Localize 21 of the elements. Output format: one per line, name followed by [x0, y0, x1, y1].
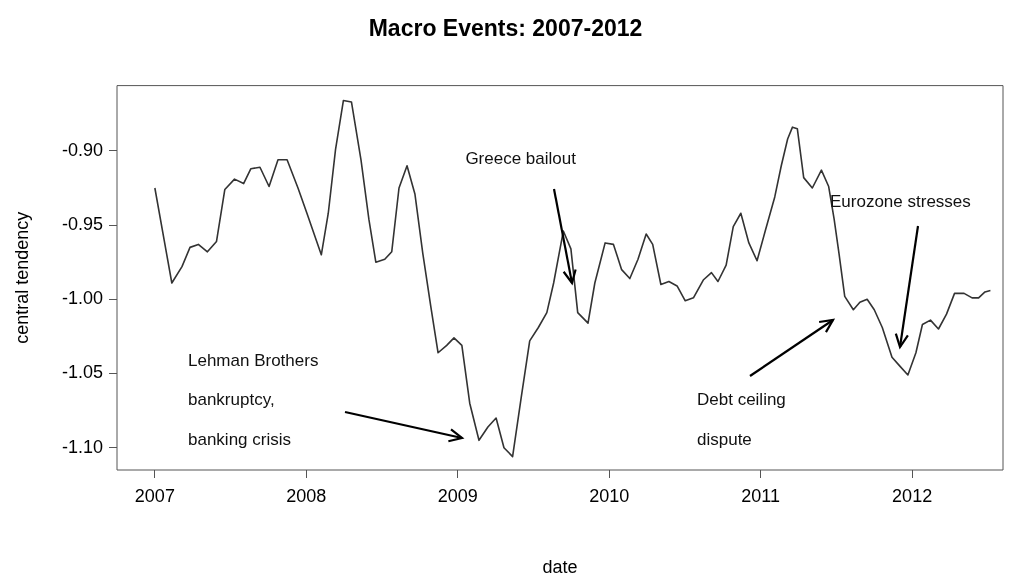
x-tick-label: 2009	[437, 485, 478, 506]
chart-title: Macro Events: 2007-2012	[368, 15, 643, 42]
x-tick-label: 2007	[134, 485, 175, 506]
annotation: Lehman Brothers	[188, 350, 319, 370]
y-tick-label: -1.10	[61, 436, 103, 457]
y-tick-label: -1.00	[61, 288, 103, 309]
x-tick-label: 2010	[589, 485, 630, 506]
y-tick-label: -0.90	[61, 139, 103, 160]
annotation: bankruptcy,	[188, 389, 275, 409]
x-tick-label: 2008	[286, 485, 327, 506]
x-tick-label: 2011	[741, 485, 781, 506]
annotation: Greece bailout	[465, 148, 577, 168]
annotation: dispute	[697, 429, 752, 449]
x-axis-title: date	[542, 557, 578, 578]
annotation: banking crisis	[188, 429, 291, 449]
y-tick-label: -1.05	[61, 362, 103, 383]
y-axis-title: central tendency	[11, 211, 32, 344]
annotation: Eurozone stresses	[830, 191, 971, 211]
y-tick-label: -0.95	[61, 214, 103, 235]
annotation: Debt ceiling	[697, 389, 786, 409]
x-tick-label: 2012	[892, 485, 933, 506]
